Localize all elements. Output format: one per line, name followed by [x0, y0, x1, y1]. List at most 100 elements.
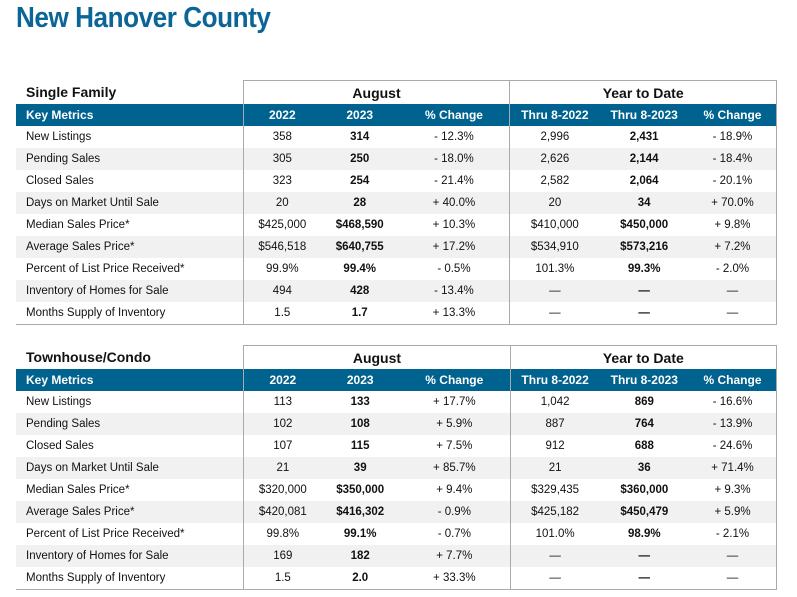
cell: $425,000 [242, 214, 321, 236]
cell: 494 [242, 280, 321, 302]
cell: Inventory of Homes for Sale [16, 545, 244, 567]
column-header: Thru 8-2023 [599, 104, 689, 126]
table-row: Months Supply of Inventory 1.5 2.0 + 33.3% —… [16, 567, 778, 590]
cell: Average Sales Price* [16, 236, 244, 258]
cell: 305 [242, 148, 321, 170]
cell: 99.1% [343, 528, 377, 540]
cell: New Listings [26, 396, 92, 408]
cell: - 18.0% [398, 148, 510, 170]
cell: 2,626 [509, 148, 600, 170]
cell: 1.5 [243, 567, 322, 590]
cell: + 40.0% [398, 192, 510, 214]
townhouse-condo-table: Townhouse/Condo August Year to Date Key Met… [16, 345, 778, 590]
cell: Months Supply of Inventory [16, 302, 244, 325]
cell: $573,216 [599, 236, 689, 258]
cell: 1.7 [320, 302, 399, 325]
cell: 2.0 [321, 567, 399, 590]
cell: + 33.3% [399, 567, 511, 590]
cell: + 9.4% [436, 484, 473, 496]
table-row: Average Sales Price* $546,518 $640,755 + 17… [16, 236, 777, 258]
cell: $320,000 [243, 479, 322, 501]
cell: 254 [350, 175, 370, 187]
cell: - 2.0% [688, 258, 777, 280]
cell: 133 [350, 396, 370, 408]
cell: 98.9% [628, 528, 661, 540]
cell: $410,000 [509, 214, 600, 236]
cell: 107 [243, 435, 322, 457]
cell: $468,590 [335, 219, 384, 231]
header-row: Key Metrics 2022 2023% Change Thru 8-2022 Th… [16, 369, 778, 391]
cell: 2,431 [629, 131, 659, 143]
column-header: % Change [399, 369, 511, 391]
cell: Days on Market Until Sale [16, 457, 244, 479]
cell: - 20.1% [688, 170, 777, 192]
column-header: % Change [688, 104, 777, 126]
cell: + 5.9% [399, 413, 511, 435]
cell: — [689, 567, 778, 590]
cell: + 85.7% [399, 457, 511, 479]
cell: 99.4% [343, 263, 377, 275]
cell: Median Sales Price* [26, 219, 130, 231]
table-row: Days on Market Until Sale 20 28 + 40.0% 20 34… [16, 192, 777, 214]
single-family-table: Single Family August Year to Date Key Metri… [16, 80, 777, 325]
column-header: % Change [689, 369, 778, 391]
cell: + 7.5% [436, 440, 473, 452]
column-header: 2023 [320, 104, 399, 126]
cell: Average Sales Price* [16, 501, 244, 523]
cell: Pending Sales [16, 413, 244, 435]
cell: 358 [242, 126, 321, 148]
cell: $450,000 [620, 219, 669, 231]
cell: - 0.7% [437, 528, 471, 540]
cell: 314 [350, 131, 370, 143]
cell: 1,042 [509, 391, 600, 413]
cell: Percent of List Price Received* [26, 528, 185, 540]
column-header: Key Metrics [16, 369, 244, 391]
header-row: Key Metrics 2022 2023% Change Thru 8-2022 Th… [16, 104, 777, 126]
cell: Months Supply of Inventory [16, 567, 244, 590]
group-ytd: Year to Date [509, 345, 778, 369]
cell: 36 [599, 457, 690, 479]
cell: $640,755 [320, 236, 399, 258]
cell: 101.0% [509, 523, 600, 545]
cell: $360,000 [620, 484, 669, 496]
cell: — [688, 280, 777, 302]
cell: Pending Sales [16, 148, 244, 170]
cell: + 13.3% [398, 302, 510, 325]
cell: + 70.0% [688, 192, 777, 214]
cell: - 13.4% [398, 280, 510, 302]
cell: — [599, 280, 689, 302]
cell: + 17.2% [398, 236, 510, 258]
column-header: 2022 [243, 369, 322, 391]
cell: 323 [242, 170, 321, 192]
cell: — [509, 302, 600, 325]
cell: 99.3% [627, 263, 661, 275]
column-header: 2022 [242, 104, 321, 126]
cell: Closed Sales [26, 175, 94, 187]
cell: 764 [599, 413, 690, 435]
cell: + 7.2% [688, 236, 777, 258]
cell: — [509, 545, 600, 567]
cell: Inventory of Homes for Sale [16, 280, 244, 302]
cell: 34 [599, 192, 689, 214]
table-row: Average Sales Price* $420,081 $416,302- 0.… [16, 501, 778, 523]
column-header: Thru 8-2022 [509, 369, 600, 391]
cell: $329,435 [509, 479, 600, 501]
section-title: Single Family [26, 84, 117, 101]
cell: + 10.3% [432, 219, 476, 231]
cell: Closed Sales [26, 440, 94, 452]
cell: - 12.3% [434, 131, 474, 143]
table-row: Pending Sales 102 108 + 5.9% 887 764- 13.9% [16, 413, 778, 435]
cell: - 21.4% [434, 175, 474, 187]
cell: - 18.4% [688, 148, 777, 170]
cell: + 5.9% [689, 501, 778, 523]
column-header: % Change [398, 104, 510, 126]
cell: 1.5 [242, 302, 321, 325]
table-row: Months Supply of Inventory 1.5 1.7 + 13.3% —… [16, 302, 777, 325]
cell: 2,996 [509, 126, 600, 148]
table-row: Inventory of Homes for Sale 494 428- 13.4%… [16, 280, 777, 302]
cell: 2,144 [599, 148, 689, 170]
cell: 2,064 [629, 175, 659, 187]
table-row: Median Sales Price* $425,000 $468,590 + 10.… [16, 214, 777, 236]
cell: 39 [321, 457, 399, 479]
cell: — [689, 545, 778, 567]
